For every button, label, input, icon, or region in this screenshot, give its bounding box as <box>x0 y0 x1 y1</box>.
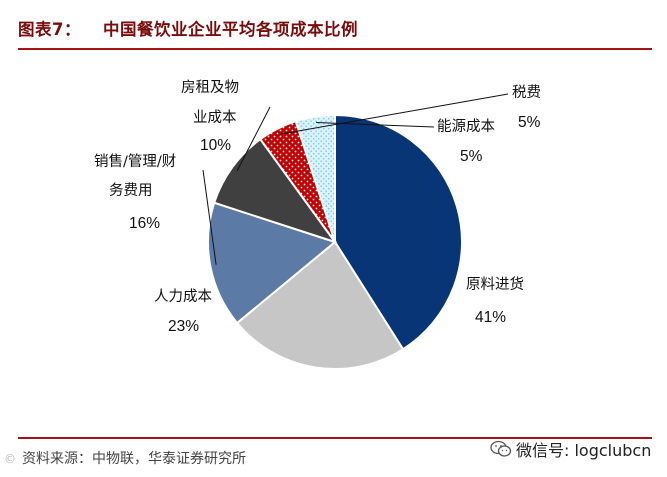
pie-chart: 原料进货 41% 人力成本 23% 销售/管理/财 务费用 16% 房租及物 业… <box>94 79 541 370</box>
slice-labels: 原料进货 41% 人力成本 23% 销售/管理/财 务费用 16% 房租及物 业… <box>94 79 541 335</box>
slice-label-tax: 税费 <box>512 84 541 101</box>
slice-value-sga: 16% <box>129 215 160 232</box>
pie-slice-energy <box>294 113 336 243</box>
footer-divider <box>18 437 652 439</box>
slice-value-energy: 5% <box>460 148 483 165</box>
leader-line-sga <box>202 169 217 265</box>
slice-label-raw-materials: 原料进货 <box>466 276 524 293</box>
slice-label-rent-line2: 业成本 <box>193 109 237 126</box>
corner-watermark: © <box>4 452 16 466</box>
chart-title-text: 中国餐饮业企业平均各项成本比例 <box>102 20 358 39</box>
pie-slice-rent <box>212 137 338 244</box>
slice-value-tax: 5% <box>518 114 541 131</box>
slice-label-energy: 能源成本 <box>437 118 495 135</box>
slice-value-rent: 10% <box>200 137 231 154</box>
pie-slices <box>207 113 463 370</box>
title-divider <box>18 48 652 50</box>
wechat-watermark: 微信号: logclubcn <box>490 437 651 461</box>
leader-line-rent <box>236 106 271 172</box>
source-note: 资料来源：中物联，华泰证券研究所 <box>22 451 246 467</box>
leader-line-energy <box>316 122 435 128</box>
leader-line-tax <box>280 93 509 135</box>
wechat-icon <box>490 440 512 457</box>
slice-label-labor: 人力成本 <box>154 288 212 305</box>
slice-label-sga-line2: 务费用 <box>109 182 153 199</box>
slice-label-rent-line1: 房租及物 <box>181 79 239 96</box>
slice-value-labor: 23% <box>168 318 199 335</box>
pie-slice-labor <box>235 240 405 370</box>
slice-value-raw-materials: 41% <box>475 309 506 326</box>
figure-number: 图表7： <box>18 20 81 39</box>
pie-slice-sga <box>207 201 338 325</box>
leader-lines <box>202 93 509 265</box>
chart-title: 图表7： 中国餐饮业企业平均各项成本比例 <box>18 16 358 40</box>
wechat-id: 微信号: logclubcn <box>516 441 652 460</box>
slice-label-sga-line1: 销售/管理/财 <box>94 153 176 170</box>
